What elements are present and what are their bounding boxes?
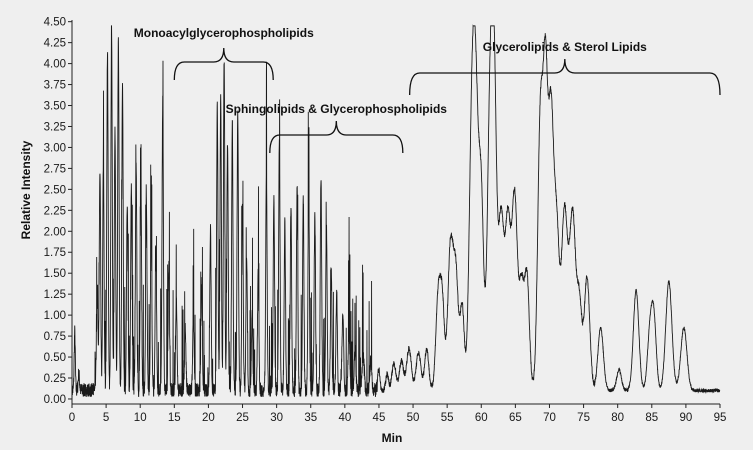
x-tick-label: 45 — [373, 412, 386, 424]
y-tick-label: 3.50 — [44, 101, 66, 113]
annotation-label: Sphingolipids & Glycerophospholipids — [226, 102, 448, 116]
x-tick-label: 65 — [509, 412, 522, 424]
annotation-label: Glycerolipids & Sterol Lipids — [483, 40, 647, 54]
x-tick-label: 75 — [577, 412, 590, 424]
x-tick-label: 50 — [407, 412, 420, 424]
y-tick-label: 0.50 — [44, 352, 66, 364]
y-tick-label: 1.00 — [44, 310, 66, 322]
y-tick-label: 4.50 — [44, 17, 66, 29]
x-tick-label: 5 — [103, 412, 109, 424]
x-axis: 0 5 10 15 20 25 30 35 40 45 50 55 60 65 70 75 80 85 90 95 — [69, 403, 727, 424]
x-tick-label: 10 — [134, 412, 147, 424]
x-tick-label: 35 — [304, 412, 317, 424]
y-tick-label: 2.75 — [44, 163, 66, 175]
annotation-label: Monoacylglycerophospholipids — [134, 26, 314, 40]
annotation-brace — [173, 47, 274, 81]
x-axis-title: Min — [382, 431, 403, 445]
x-tick-label: 15 — [168, 412, 181, 424]
annotation-brace — [408, 58, 721, 96]
x-tick-label: 40 — [338, 412, 351, 424]
y-tick-label: 1.75 — [44, 247, 66, 259]
x-tick-label: 0 — [69, 412, 75, 424]
y-tick-label: 4.00 — [44, 59, 66, 71]
annotation-brace — [269, 120, 404, 154]
annotations: Monoacylglycerophospholipids Sphingolipid… — [134, 26, 721, 154]
x-tick-label: 30 — [270, 412, 283, 424]
y-tick-label: 1.50 — [44, 268, 66, 280]
y-tick-label: 3.25 — [44, 121, 66, 133]
x-tick-label: 80 — [611, 412, 624, 424]
y-tick-label: 3.75 — [44, 80, 66, 92]
x-tick-label: 90 — [679, 412, 692, 424]
y-tick-label: 0.00 — [44, 394, 66, 406]
x-tick-label: 95 — [714, 412, 727, 424]
y-axis: 0.00 0.25 0.50 0.75 1.00 1.25 1.50 1.75 2.00 2.25… — [44, 17, 73, 406]
x-tick-label: 70 — [543, 412, 556, 424]
x-tick-label: 85 — [645, 412, 658, 424]
y-tick-label: 0.25 — [44, 373, 66, 385]
chromatogram-trace — [71, 24, 721, 397]
y-tick-label: 3.00 — [44, 142, 66, 154]
y-tick-label: 2.00 — [44, 226, 66, 238]
y-axis-title: Relative Intensity — [19, 140, 33, 239]
x-tick-label: 55 — [441, 412, 454, 424]
y-tick-label: 2.25 — [44, 205, 66, 217]
y-tick-label: 0.75 — [44, 331, 66, 343]
y-tick-label: 4.25 — [44, 38, 66, 50]
y-tick-label: 2.50 — [44, 184, 66, 196]
x-tick-label: 20 — [202, 412, 215, 424]
y-tick-label: 1.25 — [44, 289, 66, 301]
x-tick-label: 25 — [236, 412, 249, 424]
x-tick-label: 60 — [475, 412, 488, 424]
